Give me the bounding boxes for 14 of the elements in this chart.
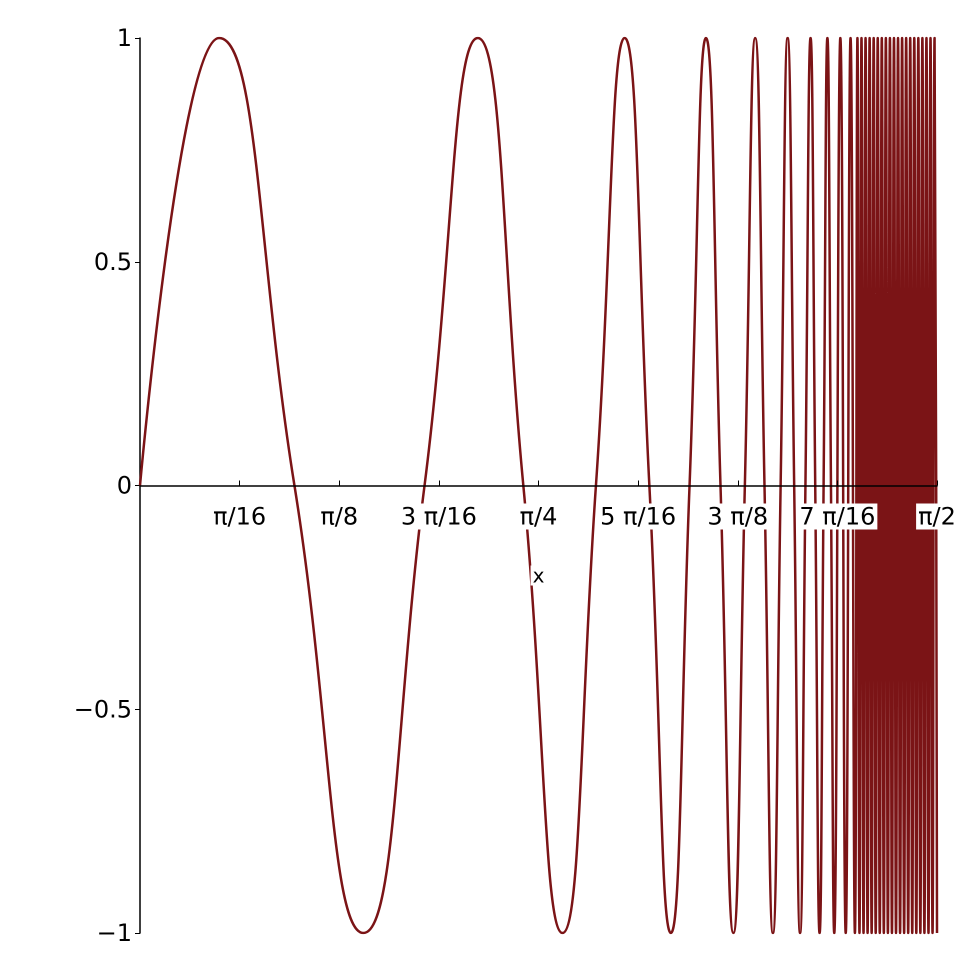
x-axis-title: x [532,564,545,588]
x-tick-label: π/2 [918,502,956,530]
y-tick-label: 0 [116,472,132,500]
x-tick-label: 7 π/16 [799,502,876,530]
x-tick-label: 5 π/16 [600,502,676,530]
x-tick-label: π/8 [320,502,358,530]
y-tick-label: 0.5 [94,248,132,276]
x-tick-label: 3 π/16 [400,502,477,530]
y-tick-label: −0.5 [74,695,132,724]
x-tick-label: 3 π/8 [707,502,768,530]
y-tick-label: −1 [96,919,132,947]
x-tick-label: π/4 [520,502,558,530]
y-tick-label: 1 [116,24,132,52]
x-tick-label: π/16 [213,502,266,530]
